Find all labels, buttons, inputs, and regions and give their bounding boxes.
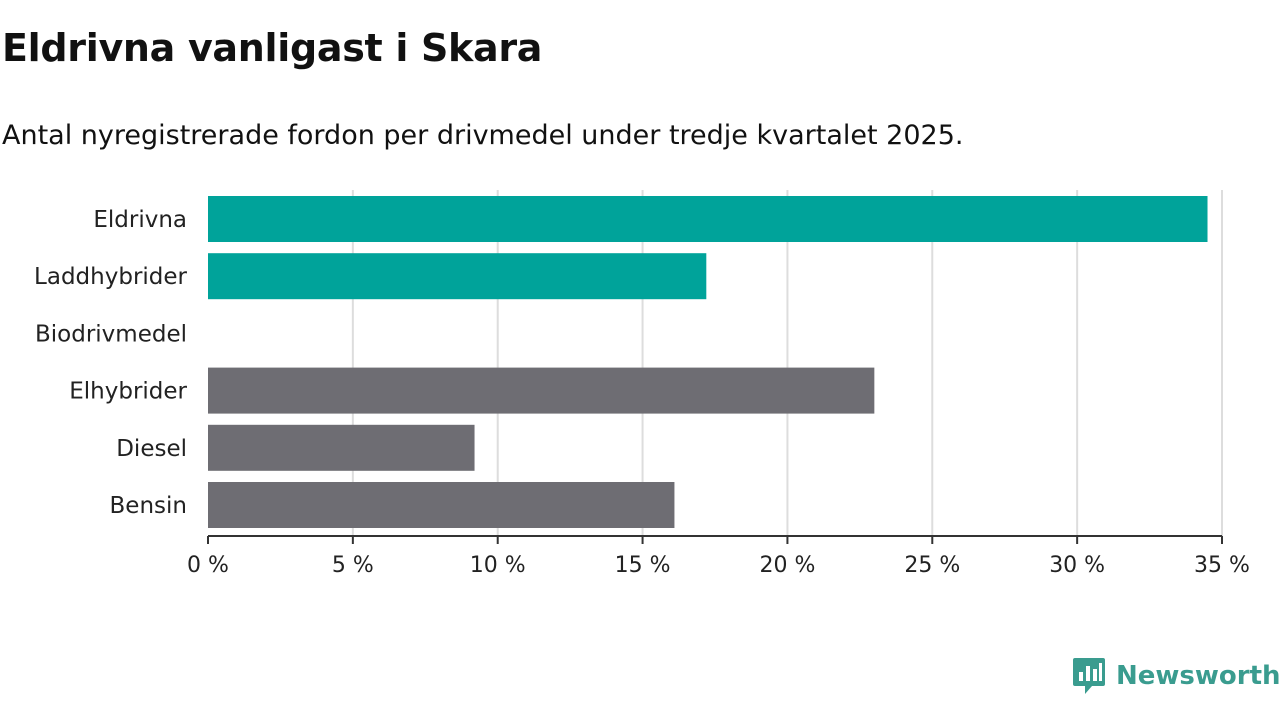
category-label-laddhybrider: Laddhybrider [34, 264, 187, 290]
x-tick-label-10: 10 % [470, 553, 526, 578]
category-label-biodrivmedel: Biodrivmedel [35, 321, 187, 347]
category-label-eldrivna: Eldrivna [93, 207, 187, 233]
bar-eldrivna [208, 196, 1208, 242]
x-tick-label-0: 0 % [187, 553, 229, 578]
x-tick-label-5: 5 % [332, 553, 374, 578]
x-tick-label-30: 30 % [1049, 553, 1105, 578]
newsworthy-logo-icon [1073, 658, 1105, 694]
bar-laddhybrider [208, 253, 707, 300]
category-label-diesel: Diesel [116, 436, 187, 462]
bar-elhybrider [208, 367, 875, 414]
x-tick-label-20: 20 % [759, 553, 815, 578]
x-tick-label-15: 15 % [615, 553, 671, 578]
bar-diesel [208, 424, 475, 471]
chart-title: Eldrivna vanligast i Skara [2, 26, 543, 70]
category-label-bensin: Bensin [110, 493, 187, 519]
x-tick-label-35: 35 % [1194, 553, 1250, 578]
brand-name: Newsworthy [1116, 661, 1280, 691]
brand-logo: Newsworthy [1072, 656, 1280, 696]
x-tick-label-25: 25 % [904, 553, 960, 578]
chart-subtitle: Antal nyregistrerade fordon per drivmede… [2, 120, 964, 151]
category-label-elhybrider: Elhybrider [69, 379, 187, 405]
bar-bensin [208, 482, 675, 528]
